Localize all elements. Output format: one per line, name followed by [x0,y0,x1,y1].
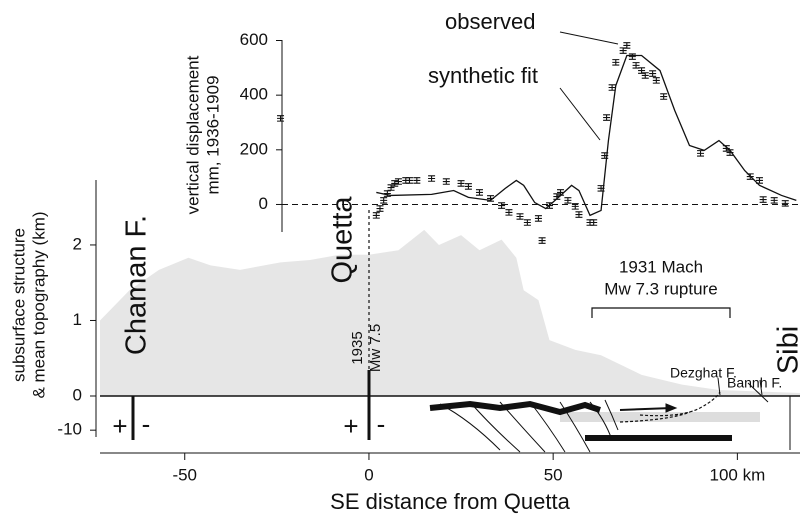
observed-point [608,84,616,91]
observed-point [632,62,640,69]
observed-point [781,200,789,207]
fault-label: Dezghat F. [670,365,737,381]
y-axis-label: subsurface structure [9,228,28,382]
sign-label: - [142,409,151,439]
observed-point [697,150,705,157]
y-axis-label: mm, 1936-1909 [203,75,222,194]
y-axis-label: & mean topography (km) [29,211,48,398]
leader-line [559,31,619,141]
observed-point [557,189,565,196]
event-label: 1935 [349,331,366,364]
observed-point [638,67,646,74]
sign-label: + [112,411,127,441]
observed-point [487,195,495,202]
displacement-panel [277,42,797,244]
sign-label: + [343,411,358,441]
city-label: Quetta [327,196,359,284]
observed-point [383,190,391,197]
x-tick-label: 50 [544,465,563,484]
observed-point [442,178,450,185]
observed-point [523,219,531,226]
observed-point [516,213,524,220]
observed-point [759,196,767,203]
observed-point [538,237,546,244]
observed-point [571,203,579,210]
observed-point [380,197,388,204]
x-axis-label: SE distance from Quetta [330,489,570,514]
y-tick-label: 2 [73,234,82,253]
observed-point [755,177,763,184]
y-tick-label: 0 [73,385,82,404]
observed-point [603,114,611,121]
observed-point [590,219,598,226]
y-tick-label: 400 [240,85,268,104]
observed-point [413,177,421,184]
observed-point [722,145,730,152]
observed-point [586,219,594,226]
y-tick-label: -10 [57,420,82,439]
observed-point [649,70,657,77]
observed-point [641,72,649,79]
observed-point [660,93,668,100]
observed-point [623,42,631,49]
observed-point [405,177,413,184]
fault-label: Chaman F. [121,215,153,355]
fault-label: Bannh F. [727,375,782,391]
observed-point [464,183,472,190]
structure-sketch [100,210,800,453]
observed-point [475,189,483,196]
sign-label: - [377,409,386,439]
observed-point [553,193,561,200]
topography-panel [100,229,800,396]
observed-point [770,197,778,204]
observed-point [498,202,506,209]
observed-point [619,47,627,54]
legend-label: synthetic fit [428,63,538,88]
observed-point [457,180,465,187]
observed-point [394,178,402,185]
observed-point [597,185,605,192]
observed-point [277,115,285,122]
observed-point [402,177,410,184]
y-tick-label: 200 [240,139,268,158]
y-tick-label: 1 [73,310,82,329]
observed-point [505,209,513,216]
legend-label: observed [445,9,536,34]
rupture-label: 1931 Mach [619,257,703,276]
observed-point [391,180,399,187]
topography-area [100,229,800,396]
axes: 0 200 400 600 0 1 2 -10 -50 0 50 100 km [57,30,800,484]
x-tick-label: 100 km [709,465,765,484]
x-tick-label: -50 [172,465,197,484]
event-label: Mw 7.5 [367,324,384,372]
observed-point [428,175,436,182]
x-tick-label: 0 [364,465,373,484]
observed-point [601,152,609,159]
observed-point [628,53,636,60]
annotations: Chaman F. Quetta 1935 Mw 7.5 1931 Mach M… [9,9,803,514]
y-axis-label: vertical displacement [183,55,202,214]
observed-point [372,212,380,219]
y-tick-label: 0 [259,194,268,213]
observed-point [387,184,395,191]
observed-point [376,205,384,212]
fit-line [376,54,797,217]
y-tick-label: 600 [240,30,268,49]
rupture-label: Mw 7.3 rupture [604,279,717,298]
observed-point [575,211,583,218]
city-label: Sibi [773,326,803,374]
observed-point [652,77,660,84]
observed-point [564,197,572,204]
observed-point [534,215,542,222]
observed-point [612,59,620,66]
